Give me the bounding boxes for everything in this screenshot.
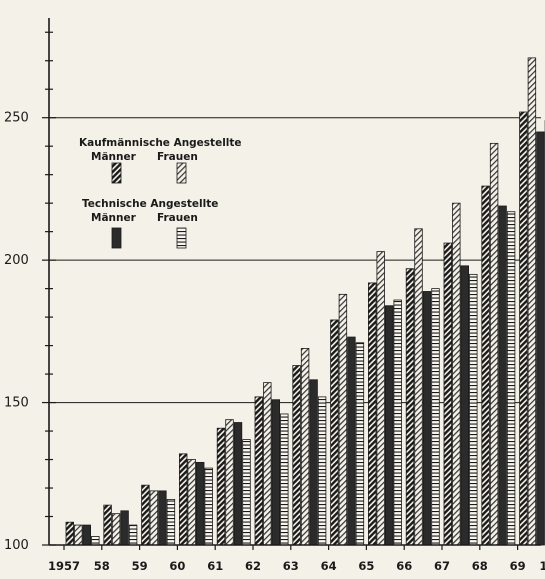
x-tick-label-69: 69 <box>510 559 526 573</box>
bar-1967-2 <box>414 228 423 546</box>
bar-1964-3 <box>309 379 318 546</box>
bars-layer <box>65 57 545 546</box>
bar-1962-3 <box>233 422 243 546</box>
legend-label-tech-frauen: Frauen <box>157 212 198 224</box>
bar-1970-1 <box>519 111 528 546</box>
bar-1969-2 <box>489 142 499 546</box>
bar-1959-4 <box>128 524 138 546</box>
bar-1963-2 <box>263 382 272 546</box>
bar-1965-1 <box>330 319 339 546</box>
bar-1964-1 <box>292 365 301 546</box>
bar-1960-3 <box>158 490 167 546</box>
bar-1960-4 <box>166 499 176 546</box>
legend-swatch-tech-frauen <box>176 227 187 249</box>
bar-1967-1 <box>405 268 415 546</box>
x-tick-label-61: 61 <box>207 559 223 573</box>
legend-swatch-tech-maenner <box>111 227 122 249</box>
legend: Kaufmännische Angestellte Männer Frauen Tec… <box>79 137 242 249</box>
bar-1969-4 <box>506 211 516 546</box>
x-tick-label-63: 63 <box>283 559 299 573</box>
bar-1968-4 <box>469 273 478 546</box>
legend-swatch-kaufm-maenner <box>111 162 122 184</box>
bar-1961-1 <box>178 453 188 546</box>
bar-1963-3 <box>271 399 280 546</box>
bar-1964-4 <box>317 396 327 546</box>
legend-label-kaufm-maenner: Männer <box>91 151 137 163</box>
bar-1961-4 <box>204 467 213 546</box>
bar-1958-1 <box>65 521 74 546</box>
bar-1960-2 <box>149 490 159 546</box>
bar-1959-3 <box>120 510 129 546</box>
legend-swatch-kaufm-frauen <box>176 162 187 184</box>
y-tick-label-100: 100 <box>4 538 29 553</box>
x-tick-label-67: 67 <box>434 559 450 573</box>
bar-1959-2 <box>111 513 121 546</box>
x-tick-label-62: 62 <box>245 559 261 573</box>
bar-1962-2 <box>225 419 234 546</box>
bar-1967-3 <box>422 291 432 546</box>
bar-1968-3 <box>460 265 469 546</box>
bar-1965-2 <box>338 293 348 546</box>
x-tick-label-58: 58 <box>94 559 110 573</box>
x-tick-label-59: 59 <box>132 559 148 573</box>
bar-1961-3 <box>195 461 205 546</box>
bar-1968-1 <box>443 242 452 546</box>
x-tick-label-64: 64 <box>321 559 337 573</box>
y-tick-label-200: 200 <box>4 253 29 268</box>
x-tick-label-65: 65 <box>358 559 374 573</box>
x-tick-label-68: 68 <box>472 559 488 573</box>
bar-1965-4 <box>355 342 365 546</box>
bar-1958-2 <box>74 524 83 546</box>
y-tick-label-150: 150 <box>4 396 29 411</box>
bar-1968-2 <box>452 202 461 546</box>
bar-1962-1 <box>216 427 226 546</box>
legend-label-tech-maenner: Männer <box>91 212 137 224</box>
bar-1970-3 <box>536 131 545 546</box>
bar-1958-3 <box>82 524 91 546</box>
legend-header-kaufmaennische: Kaufmännische Angestellte <box>79 137 242 149</box>
bar-1964-2 <box>300 348 310 546</box>
bar-1966-2 <box>376 251 385 546</box>
bar-1969-3 <box>498 205 507 546</box>
bar-1963-1 <box>254 396 263 546</box>
bar-1970-2 <box>527 57 537 546</box>
axis-layer: 100 150 200 250 1957 58 59 60 61 62 63 64 65 66 67 68 69… <box>4 18 545 573</box>
bar-1959-1 <box>103 504 112 546</box>
bar-1958-4 <box>91 536 100 546</box>
bar-1966-4 <box>393 299 402 546</box>
x-tick-label-66: 66 <box>396 559 412 573</box>
bar-1967-4 <box>431 288 440 546</box>
bar-1965-3 <box>347 336 356 546</box>
x-tick-label-1970: 1970 <box>539 559 545 573</box>
legend-header-technische: Technische Angestellte <box>82 198 218 210</box>
x-tick-label-60: 60 <box>169 559 185 573</box>
y-tick-label-250: 250 <box>4 111 29 126</box>
x-tick-label-1957: 1957 <box>48 559 80 573</box>
bar-1960-1 <box>141 484 150 546</box>
bar-1961-2 <box>187 459 196 546</box>
bar-1966-1 <box>367 282 377 546</box>
legend-label-kaufm-frauen: Frauen <box>157 151 198 163</box>
bar-1963-4 <box>280 413 289 546</box>
bar-1966-3 <box>384 305 394 546</box>
bar-1969-1 <box>481 185 490 546</box>
bar-1962-4 <box>242 439 251 546</box>
